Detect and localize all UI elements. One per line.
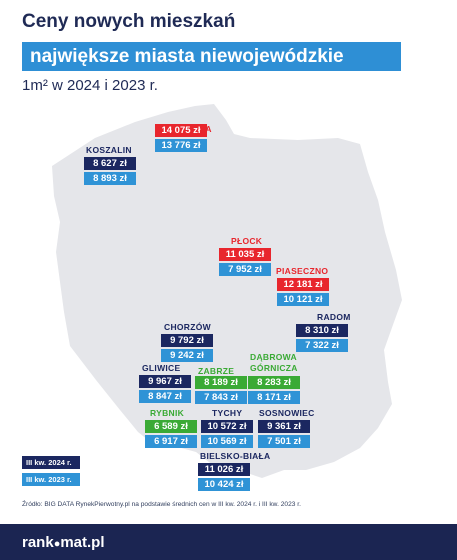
price-2024-radom: 8 310 zł xyxy=(296,324,348,337)
city-name-radom: Radom xyxy=(317,312,351,322)
price-2023-dąbrowa-górnicza: 8 171 zł xyxy=(248,391,300,404)
price-2023-radom: 7 322 zł xyxy=(296,339,348,352)
rankomat-logo: rank●mat.pl xyxy=(22,534,105,551)
price-2023-gliwice: 8 847 zł xyxy=(139,390,191,403)
price-2024-dąbrowa-górnicza: 8 283 zł xyxy=(248,376,300,389)
city-name-piaseczno: Piaseczno xyxy=(276,266,329,276)
city-name-zabrze: Zabrze xyxy=(198,366,235,376)
price-2024-piaseczno: 12 181 zł xyxy=(277,278,329,291)
city-name-bielsko-biała: Bielsko-Biała xyxy=(200,451,271,461)
city-name-dąbrowa-górnicza-1: Górnicza xyxy=(250,363,298,373)
price-2024-bielsko-biała: 11 026 zł xyxy=(198,463,250,476)
unit-label: 1m² w 2024 i 2023 r. xyxy=(22,77,158,94)
price-2024-zabrze: 8 189 zł xyxy=(195,376,247,389)
price-2024-gdynia: 14 075 zł xyxy=(155,124,207,137)
price-2023-płock: 7 952 zł xyxy=(219,263,271,276)
city-name-płock: Płock xyxy=(231,236,263,246)
price-2023-zabrze: 7 843 zł xyxy=(195,391,247,404)
city-name-tychy: Tychy xyxy=(212,408,243,418)
price-2023-gdynia: 13 776 zł xyxy=(155,139,207,152)
city-name-sosnowiec: Sosnowiec xyxy=(259,408,315,418)
city-name-dąbrowa-górnicza-0: Dąbrowa xyxy=(250,352,297,362)
source-note: Źródło: BIG DATA RynekPierwotny.pl na po… xyxy=(22,501,301,508)
city-name-gliwice: Gliwice xyxy=(142,363,181,373)
price-2023-koszalin: 8 893 zł xyxy=(84,172,136,185)
price-2024-rybnik: 6 589 zł xyxy=(145,420,197,433)
legend-current: III kw. 2024 r. xyxy=(22,456,80,469)
price-2023-chorzów: 9 242 zł xyxy=(161,349,213,362)
price-2023-bielsko-biała: 10 424 zł xyxy=(198,478,250,491)
price-2024-sosnowiec: 9 361 zł xyxy=(258,420,310,433)
footer-bar: rank●mat.pl xyxy=(0,524,457,560)
page-subtitle: największe miasta niewojewódzkie xyxy=(22,42,401,71)
page-title: Ceny nowych mieszkań xyxy=(22,11,236,32)
price-2024-gliwice: 9 967 zł xyxy=(139,375,191,388)
city-name-koszalin: Koszalin xyxy=(86,145,132,155)
city-name-rybnik: Rybnik xyxy=(150,408,185,418)
price-2023-sosnowiec: 7 501 zł xyxy=(258,435,310,448)
price-2023-piaseczno: 10 121 zł xyxy=(277,293,329,306)
legend-previous: III kw. 2023 r. xyxy=(22,473,80,486)
price-2023-tychy: 10 569 zł xyxy=(201,435,253,448)
price-2023-rybnik: 6 917 zł xyxy=(145,435,197,448)
price-2024-koszalin: 8 627 zł xyxy=(84,157,136,170)
price-2024-płock: 11 035 zł xyxy=(219,248,271,261)
price-2024-tychy: 10 572 zł xyxy=(201,420,253,433)
price-2024-chorzów: 9 792 zł xyxy=(161,334,213,347)
city-name-chorzów: Chorzów xyxy=(164,322,211,332)
